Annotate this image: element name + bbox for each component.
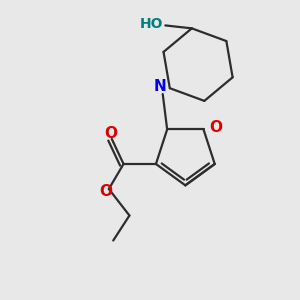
Text: O: O bbox=[104, 126, 117, 141]
Text: O: O bbox=[99, 184, 112, 200]
Text: HO: HO bbox=[140, 17, 163, 31]
Text: N: N bbox=[154, 79, 167, 94]
Text: O: O bbox=[209, 120, 222, 135]
